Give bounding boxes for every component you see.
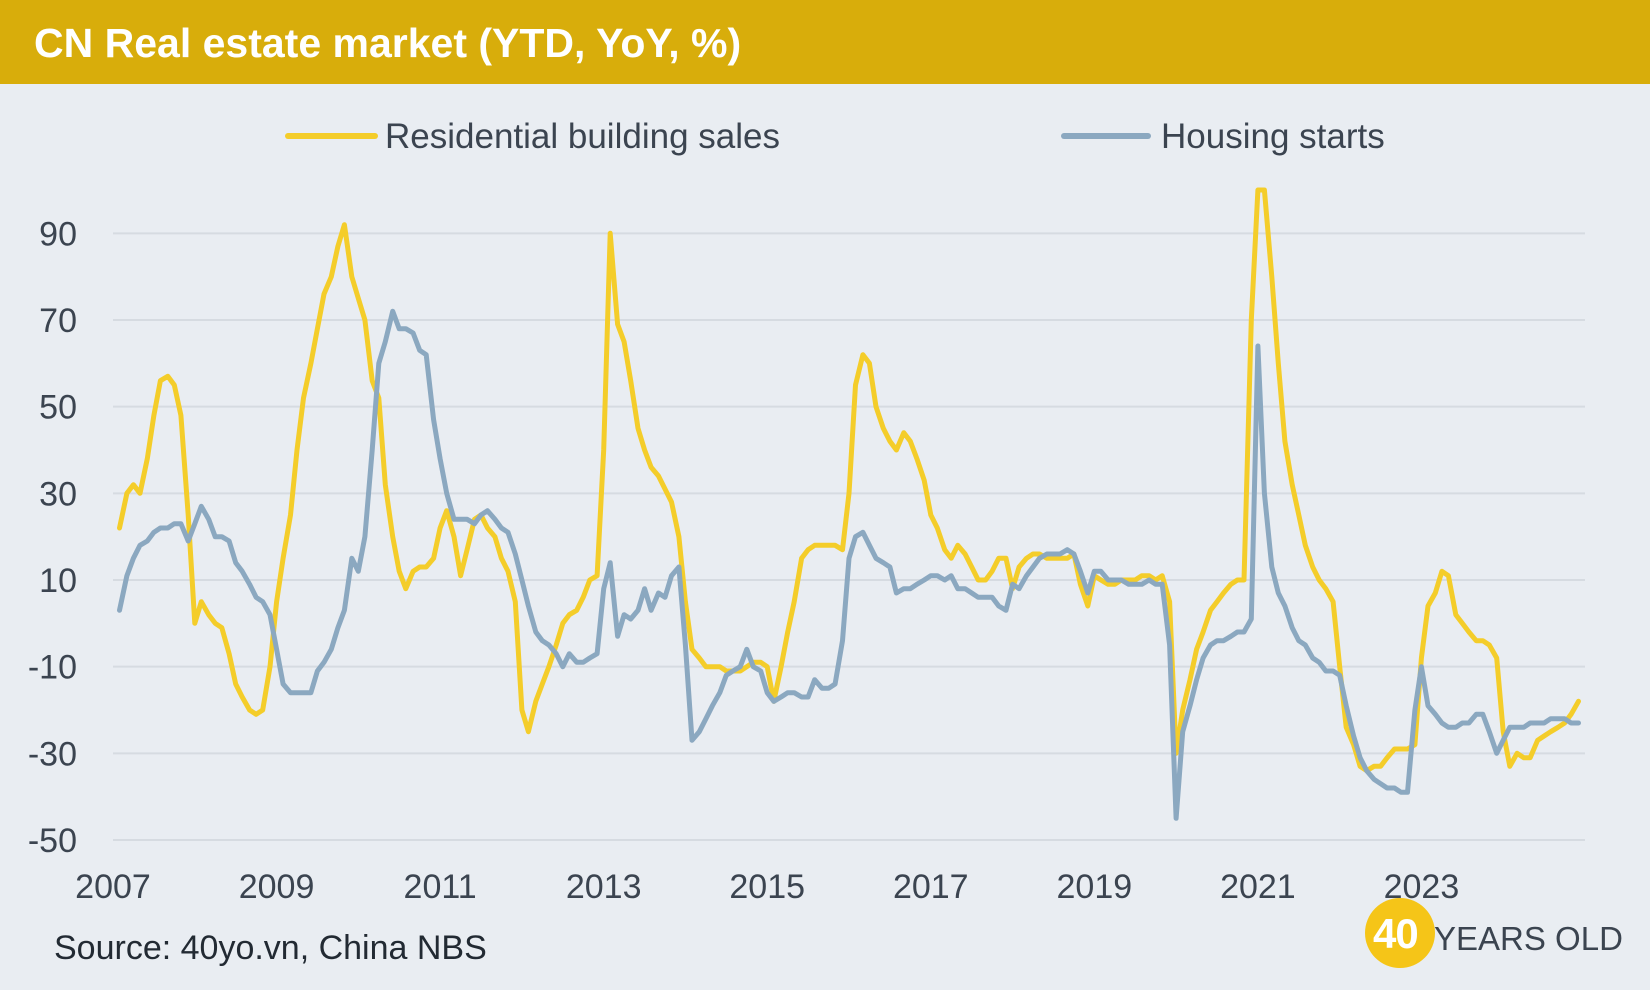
- x-tick-label: 2011: [404, 868, 477, 904]
- x-tick-label: 2019: [1057, 868, 1133, 904]
- chart-title: CN Real estate market (YTD, YoY, %): [34, 20, 742, 66]
- line-chart: 90 70 50 30 10 -10 -30 -50 2007 2009 2011 2013 2015 2…: [28, 117, 1585, 904]
- y-tick-label: -30: [28, 735, 77, 773]
- series-line-housing-starts: [117, 308, 1581, 821]
- axis-labels: 90 70 50 30 10 -10 -30 -50 2007 2009 2011 2013 2015 2…: [28, 215, 1459, 904]
- y-tick-label: -50: [28, 822, 77, 860]
- brand-logo: 40 YEARS OLD: [1365, 898, 1650, 976]
- legend-label-sales: Residential building sales: [385, 117, 780, 156]
- logo-text: YEARS OLD: [1434, 920, 1623, 957]
- y-tick-label: 50: [39, 389, 77, 427]
- x-tick-label: 2013: [566, 868, 642, 904]
- x-tick-label: 2021: [1220, 868, 1296, 904]
- y-tick-label: 10: [39, 562, 77, 600]
- y-tick-label: -10: [28, 649, 77, 687]
- x-tick-label: 2015: [729, 868, 805, 904]
- series-line-residential-sales: [117, 187, 1581, 774]
- x-tick-label: 2017: [893, 868, 969, 904]
- title-bar: CN Real estate market (YTD, YoY, %): [0, 0, 1650, 84]
- source-note: Source: 40yo.vn, China NBS: [54, 929, 487, 967]
- x-tick-label: 2009: [239, 868, 315, 904]
- y-tick-label: 90: [39, 215, 77, 253]
- x-tick-label: 2007: [75, 868, 151, 904]
- series-lines: [117, 187, 1581, 821]
- y-tick-label: 30: [39, 475, 77, 513]
- legend-label-starts: Housing starts: [1161, 117, 1385, 156]
- legend: Residential building sales Housing start…: [285, 117, 1385, 156]
- logo-circle: [1365, 898, 1435, 968]
- y-tick-label: 70: [39, 302, 77, 340]
- gridlines: [113, 232, 1585, 841]
- logo-number: 40: [1373, 910, 1419, 957]
